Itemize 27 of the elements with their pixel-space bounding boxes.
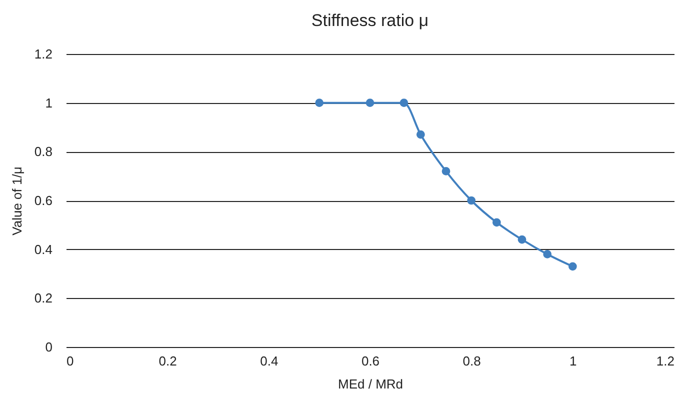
x-tick-label: 1 bbox=[570, 354, 577, 368]
point bbox=[442, 167, 450, 176]
x-tick-label: 0.4 bbox=[260, 354, 278, 368]
x-tick-label: 0.8 bbox=[462, 354, 481, 368]
y-axis-title: Value of 1/μ bbox=[9, 166, 24, 236]
x-tick-label: 0 bbox=[66, 354, 74, 368]
y-tick-label: 1.2 bbox=[34, 46, 52, 62]
x-tick-label: 1.2 bbox=[656, 354, 674, 368]
y-tick-label: 1 bbox=[45, 95, 52, 110]
point bbox=[543, 250, 552, 258]
chart-title: Stiffness ratio μ bbox=[311, 11, 429, 30]
x-tick-label: 0.6 bbox=[361, 354, 380, 368]
y-tick-label: 0.8 bbox=[34, 144, 52, 160]
point bbox=[518, 235, 526, 244]
point bbox=[366, 98, 374, 108]
y-tick-label: 0.4 bbox=[34, 242, 52, 257]
point bbox=[467, 196, 476, 205]
point bbox=[416, 130, 425, 139]
point bbox=[492, 218, 501, 227]
point bbox=[315, 98, 324, 108]
point bbox=[400, 98, 408, 108]
x-tick-label: 0.2 bbox=[158, 354, 177, 368]
y-tick-label: 0.6 bbox=[34, 193, 52, 208]
point bbox=[568, 262, 577, 271]
y-tick-label: 0.2 bbox=[34, 290, 52, 306]
y-tick-label: 0 bbox=[45, 340, 52, 354]
x-axis-title: MEd / MRd bbox=[338, 376, 404, 392]
